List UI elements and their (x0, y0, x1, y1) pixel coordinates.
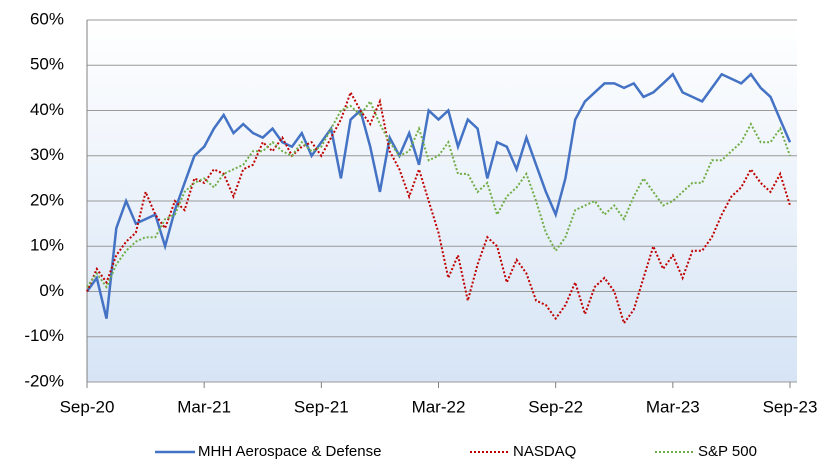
legend-label: MHH Aerospace & Defense (198, 443, 381, 460)
legend-label: S&P 500 (698, 443, 757, 460)
series-line (85, 72, 792, 319)
y-tick-label: -10% (24, 326, 64, 345)
x-tick-label: Sep-23 (763, 397, 818, 416)
legend-label: NASDAQ (513, 443, 576, 460)
y-tick-label: -20% (24, 371, 64, 390)
y-tick-label: 20% (30, 190, 64, 209)
y-tick-label: 50% (30, 55, 64, 74)
y-tick-label: 40% (30, 100, 64, 119)
x-tick-label: Mar-21 (177, 397, 231, 416)
x-tick-label: Mar-23 (646, 397, 700, 416)
x-tick-label: Sep-20 (60, 397, 115, 416)
y-tick-label: 60% (30, 9, 64, 28)
x-tick-label: Sep-22 (528, 397, 583, 416)
x-tick-label: Mar-22 (412, 397, 466, 416)
y-tick-label: 30% (30, 145, 64, 164)
y-tick-label: 10% (30, 236, 64, 255)
y-tick-label: 0% (39, 281, 64, 300)
x-tick-label: Sep-21 (294, 397, 349, 416)
series-line (86, 89, 791, 326)
series-line (86, 99, 791, 290)
